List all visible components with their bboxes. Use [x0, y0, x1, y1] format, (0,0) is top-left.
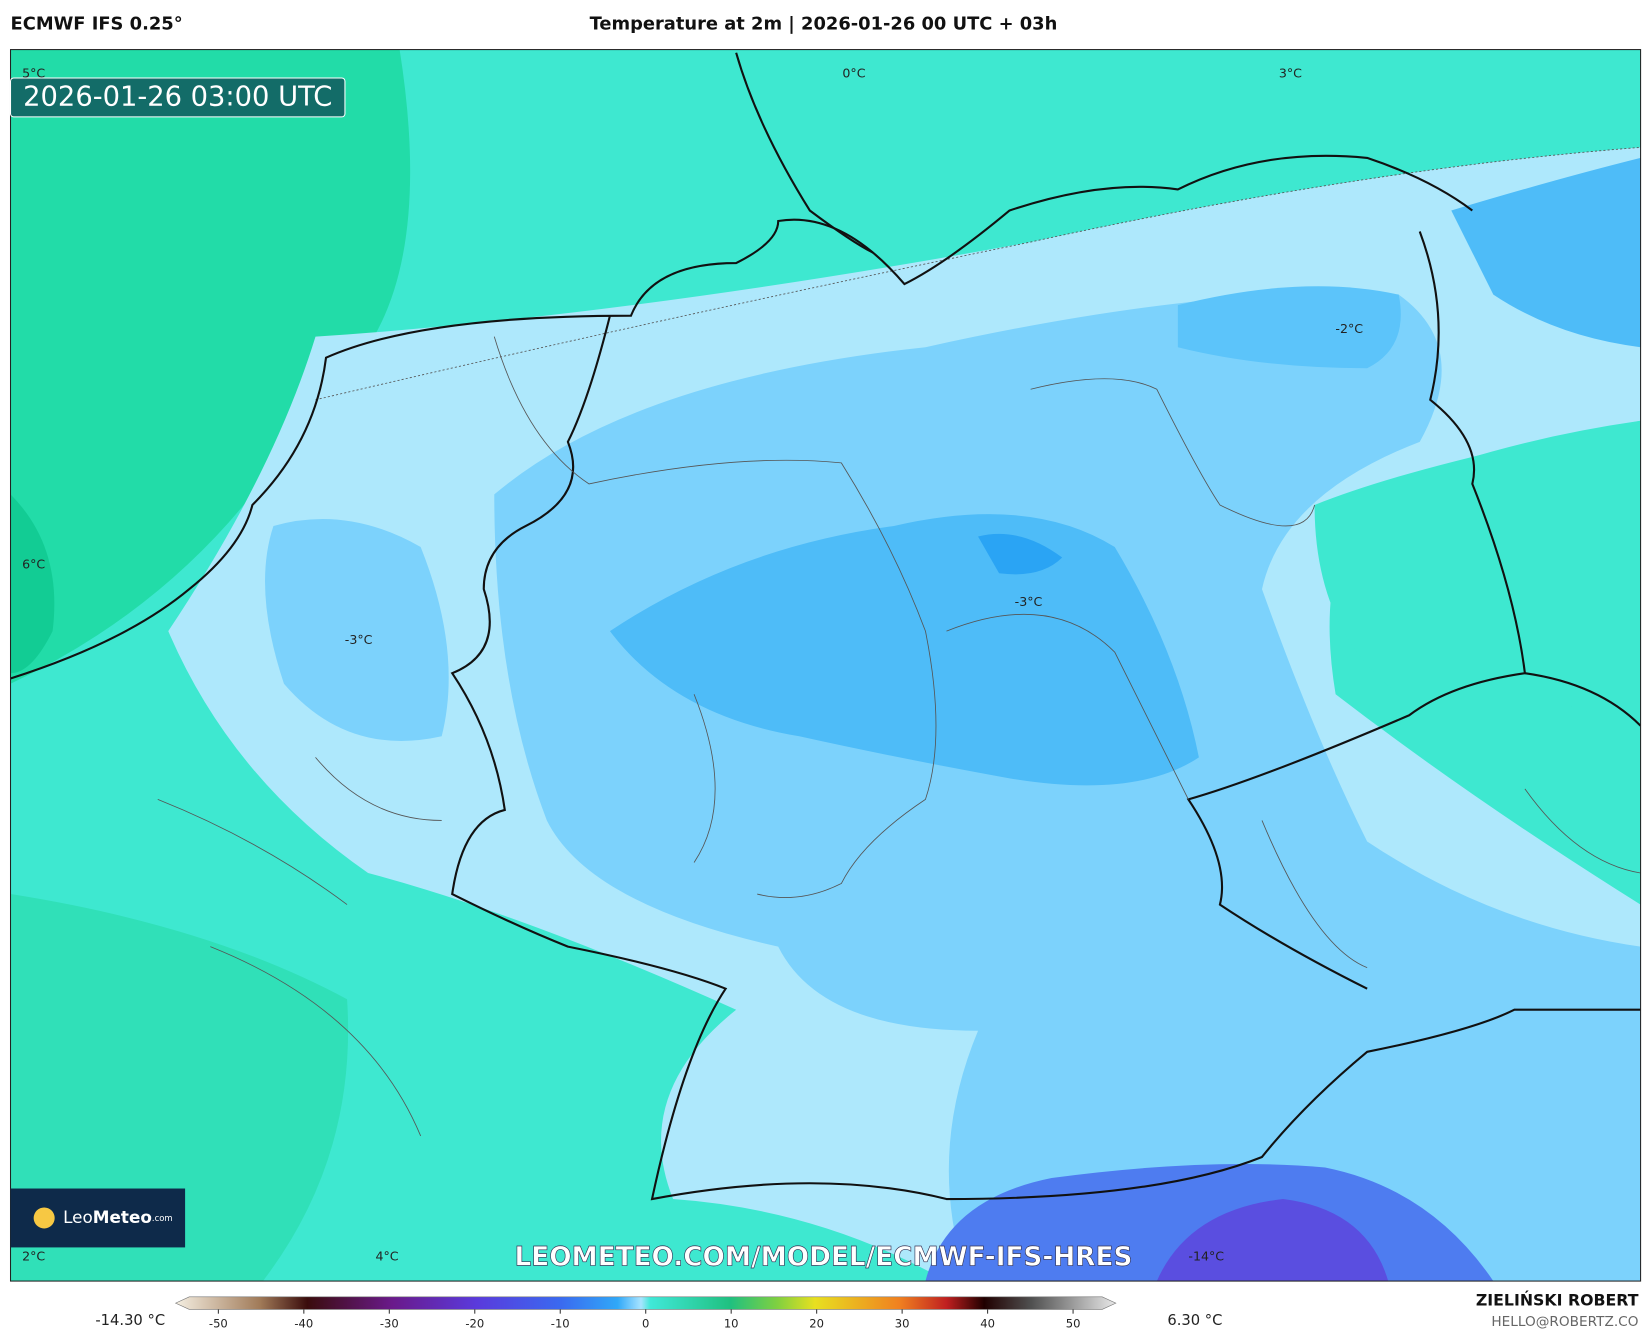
contour-label: -14°C — [1188, 1248, 1224, 1263]
border — [1524, 672, 1641, 727]
map-frame — [9, 49, 1642, 1282]
contour-label: 0°C — [842, 65, 865, 80]
colder-area — [265, 518, 449, 741]
logo-sun — [33, 1207, 55, 1229]
contour-label: 4°C — [375, 1248, 398, 1263]
logo-part: .com — [152, 1212, 173, 1222]
logo-text: LeoMeteo.com — [63, 1207, 172, 1227]
cold-core — [609, 514, 1199, 786]
colorbar-tick-label: 50 — [1066, 1317, 1081, 1331]
cold-core — [978, 533, 1063, 575]
warm-area — [10, 894, 349, 1282]
colorbar-tick-label: 30 — [895, 1317, 910, 1331]
contour-label: 5°C — [22, 65, 45, 80]
map-title: Temperature at 2m | 2026-01-26 00 UTC + … — [590, 13, 1058, 34]
email: HELLO@ROBERTZ.CO — [1491, 1314, 1638, 1330]
logo-part: Meteo — [93, 1207, 152, 1227]
colorbar-tick-label: -30 — [380, 1317, 399, 1331]
warm-area — [10, 49, 411, 684]
cold-core — [1451, 157, 1641, 348]
cold-core — [1177, 286, 1401, 369]
border — [1186, 231, 1527, 990]
colorbar-tick-label: 0 — [642, 1317, 649, 1331]
colorbar — [174, 1296, 1117, 1310]
colorbar-tick-label: -40 — [294, 1317, 313, 1331]
contour-label: 2°C — [22, 1248, 45, 1263]
warm-area — [10, 494, 55, 674]
valid-time: 2026-01-26 03:00 UTC — [23, 81, 332, 112]
contour-label: 6°C — [22, 556, 45, 571]
author: ZIELIŃSKI ROBERT — [1476, 1291, 1639, 1310]
colorbar-tick-label: 10 — [724, 1317, 739, 1331]
border — [450, 315, 1641, 1201]
colorbar-tick-label: -20 — [465, 1317, 484, 1331]
colorbar-tick-label: 40 — [980, 1317, 995, 1331]
colorbar-min: -14.30 °C — [95, 1312, 165, 1329]
admin-borders — [157, 336, 1641, 1137]
logo-part: Leo — [63, 1207, 93, 1227]
contour-label: -3°C — [1015, 594, 1043, 609]
valid-time-box — [9, 77, 346, 118]
colorbar-tick-label: -10 — [551, 1317, 570, 1331]
watermark: LEOMETEO.COM/MODEL/ECMWF-IFS-HRES — [515, 1242, 1133, 1272]
map — [10, 49, 1641, 1282]
colder-area — [494, 293, 1641, 1282]
contour-label: -3°C — [345, 632, 373, 647]
colorbar-max: 6.30 °C — [1167, 1312, 1222, 1329]
mild-area — [1314, 420, 1641, 737]
model-name: ECMWF IFS 0.25° — [11, 13, 183, 34]
very-cold-area — [1156, 1199, 1389, 1282]
coastline — [10, 154, 1473, 680]
colorbar-tick-label: -50 — [209, 1317, 228, 1331]
coastline — [735, 52, 874, 254]
colorbar-tick-label: 20 — [809, 1317, 824, 1331]
contour-label: -2°C — [1335, 321, 1363, 336]
contour-label: 3°C — [1279, 65, 1302, 80]
